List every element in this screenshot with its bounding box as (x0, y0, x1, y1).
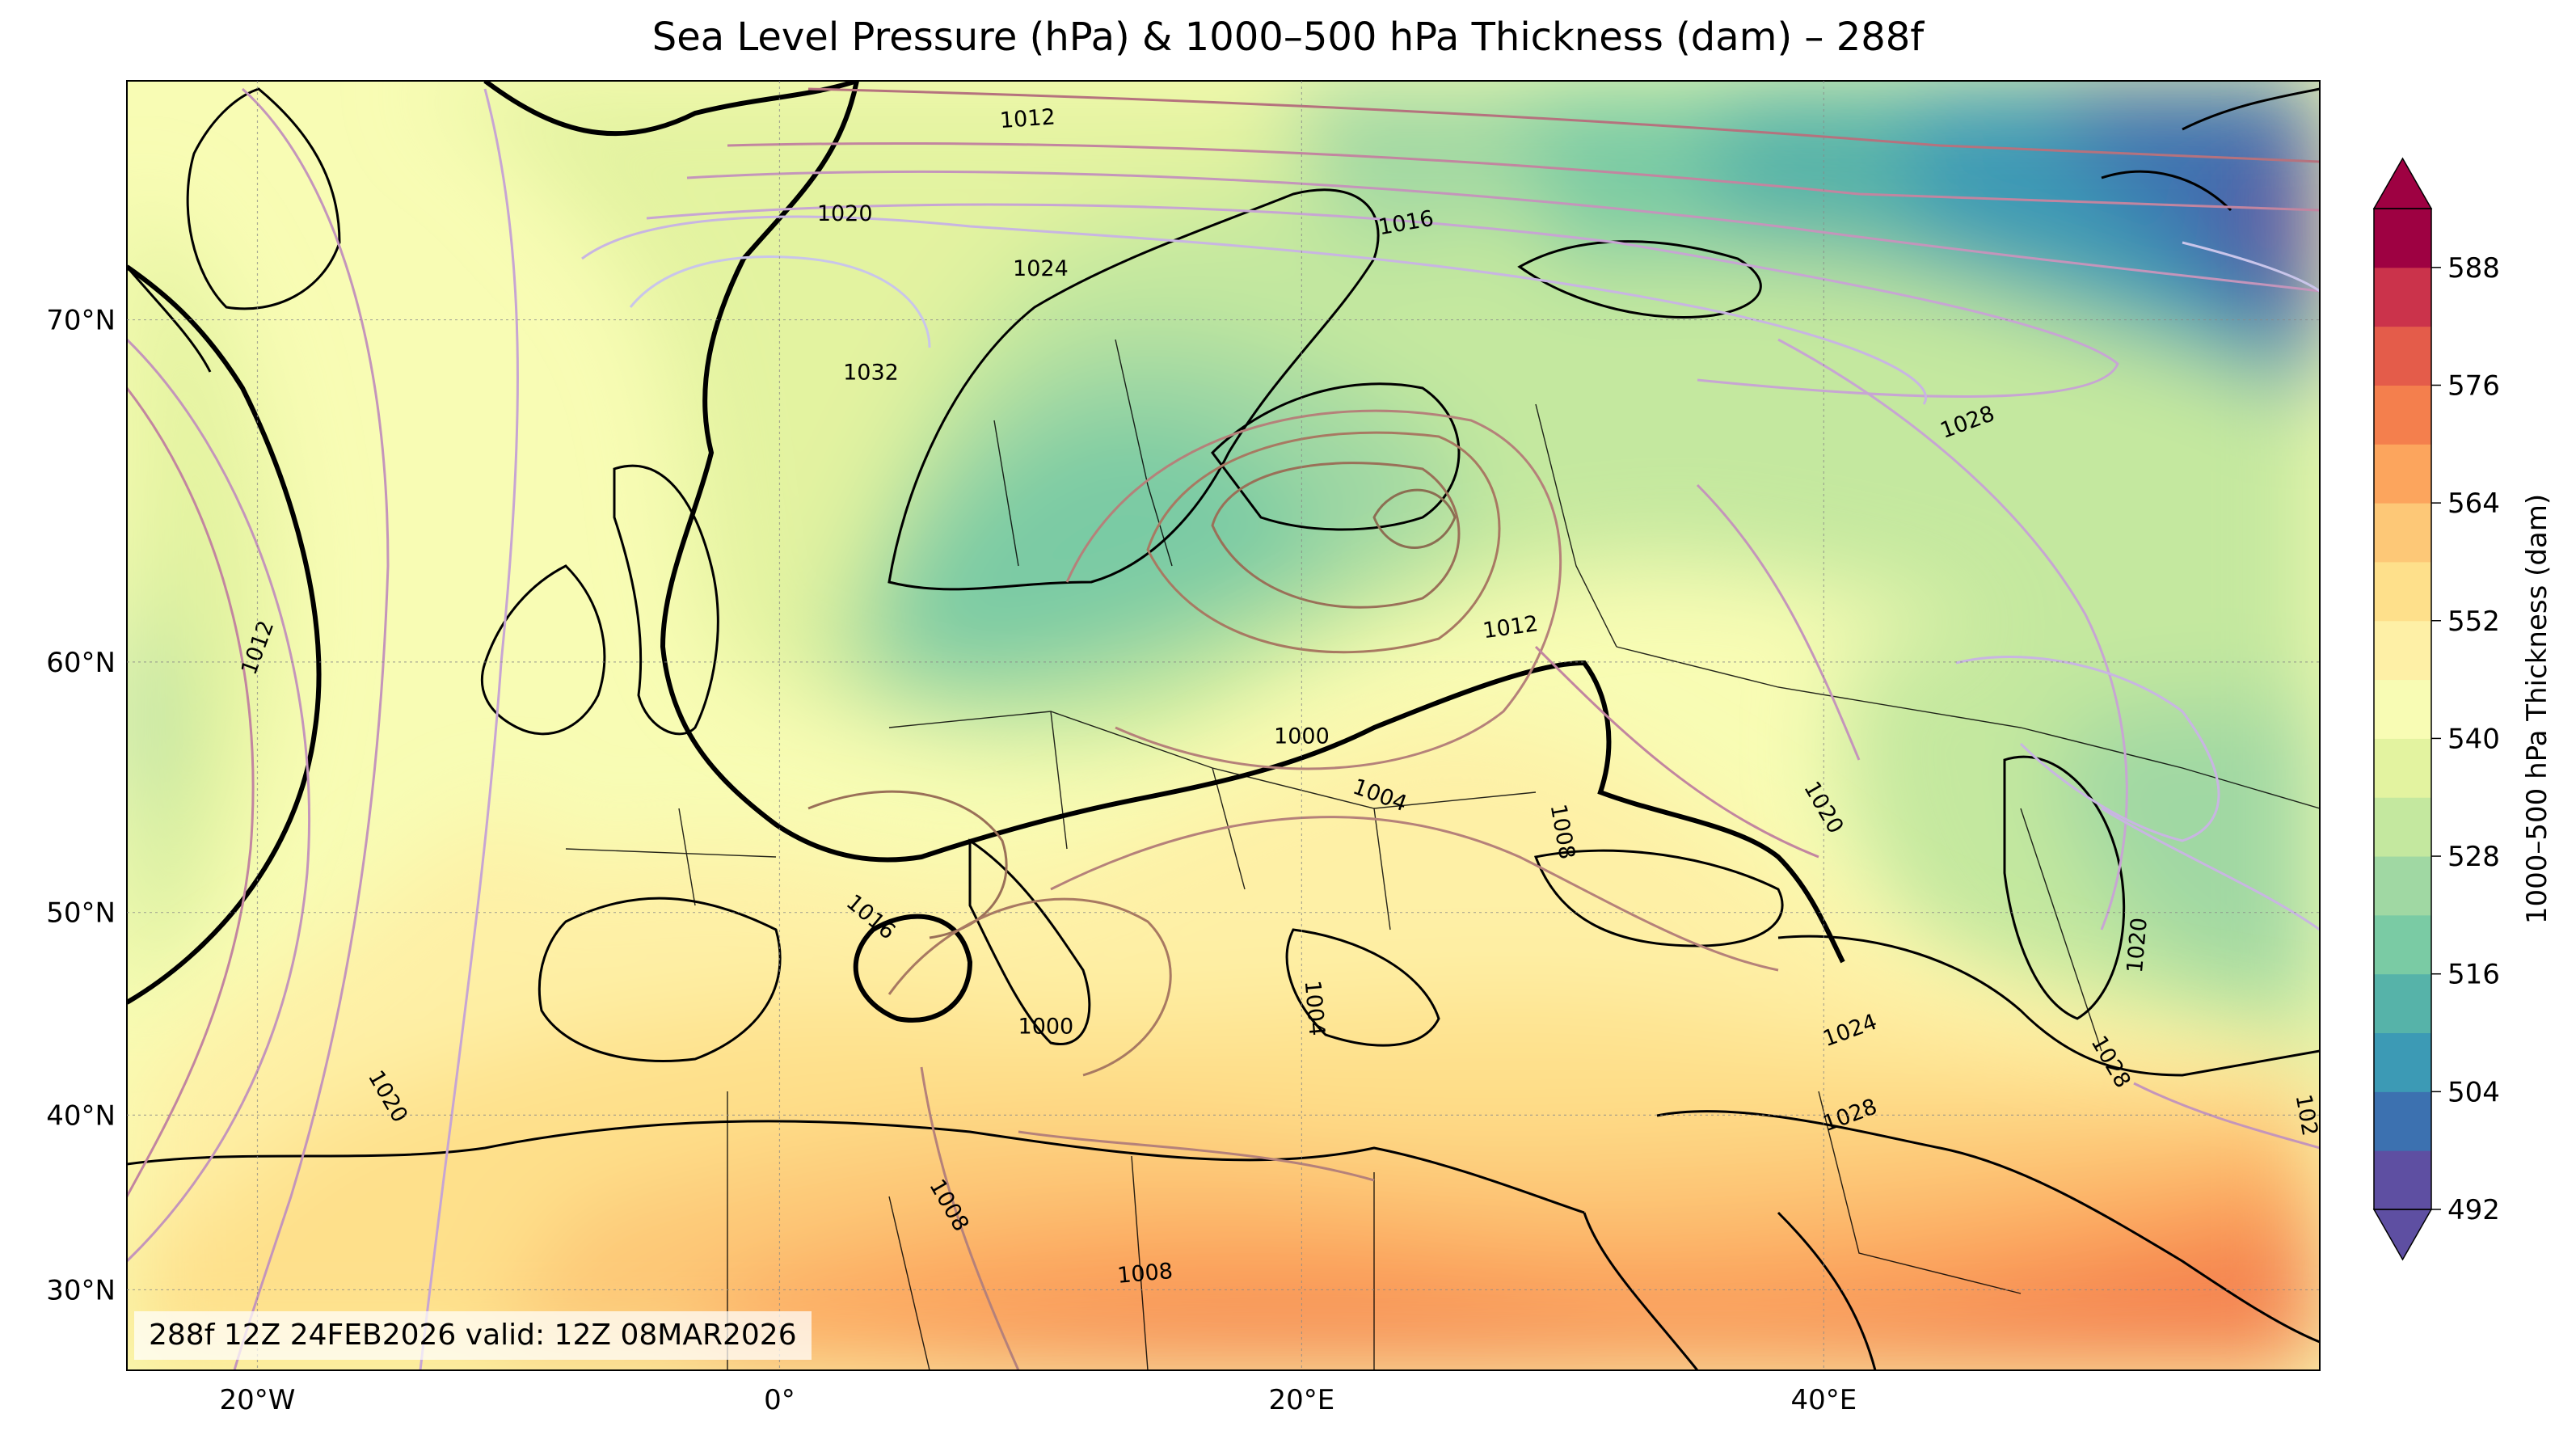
isobar-label-text: 1020 (2123, 917, 2152, 974)
lon-tick-label: 20°E (1269, 1384, 1335, 1416)
isobar-label-text: 1004 (1300, 979, 1330, 1036)
colorbar-over-arrow (2372, 157, 2433, 209)
colorbar-bin (2374, 679, 2431, 739)
colorbar-tick-label: 588 (2447, 252, 2500, 285)
lon-tick-label: 40°E (1790, 1384, 1857, 1416)
lat-tick-label: 30°N (46, 1274, 116, 1306)
colorbar-label: 1000–500 hPa Thickness (dam) (2521, 494, 2553, 924)
colorbar-bin (2374, 738, 2431, 798)
lon-tick-label: 0° (764, 1384, 795, 1416)
axis-labels: 30°N 40°N 50°N 60°N 70°N 20°W 0° 20°E 40°E (46, 305, 1857, 1416)
lat-tick-label: 40°N (46, 1099, 116, 1132)
map-title: Sea Level Pressure (hPa) & 1000–500 hPa … (651, 15, 1925, 60)
colorbar-bin (2374, 1032, 2431, 1092)
lon-tick-label: 20°W (220, 1384, 296, 1416)
thickness-field (127, 81, 2320, 1370)
colorbar-bin (2374, 973, 2431, 1034)
isobar-label: 1008 (1116, 1259, 1174, 1289)
country-borders (565, 339, 2320, 1370)
colorbar-tick-label: 528 (2447, 841, 2500, 873)
colorbar-tick-label: 492 (2447, 1194, 2500, 1226)
colorbar-tick-label: 540 (2447, 723, 2500, 755)
isobar-label: 1020 (817, 201, 873, 226)
isobar-label-text: 1008 (1116, 1259, 1174, 1289)
colorbar-bin (2374, 326, 2431, 386)
colorbar-bin (2374, 797, 2431, 857)
colorbar-bin (2374, 620, 2431, 681)
map-frame (126, 80, 2321, 1371)
colorbar-bin (2374, 267, 2431, 327)
isobar-label: 1020 (2123, 917, 2152, 974)
lat-tick-label: 60°N (46, 647, 116, 679)
colorbar-bin (2374, 914, 2431, 975)
colorbar-under-arrow (2372, 1209, 2433, 1261)
isobar-label: 1000 (1018, 1014, 1074, 1039)
colorbar-frame (2373, 208, 2432, 1210)
colorbar-bin (2374, 209, 2431, 268)
isobar-label-text: 1032 (843, 361, 899, 386)
colorbar-bin (2374, 1091, 2431, 1151)
isobar-label-text: 1012 (999, 104, 1056, 133)
isobar-label: 1012 (999, 104, 1056, 133)
colorbar-bin (2374, 385, 2431, 445)
slp-isobars (127, 87, 2320, 1370)
colorbar-bin (2374, 503, 2431, 563)
isobar-label: 1004 (1300, 979, 1330, 1036)
colorbar-tick-label: 504 (2447, 1076, 2500, 1108)
isobar-label: 1024 (1013, 256, 1069, 281)
colorbar-bin (2374, 444, 2431, 504)
colorbar: 492 504 516 528 540 552 564 576 588 1000–500 hPa … (2372, 157, 2553, 1261)
isobar-label-text: 1020 (817, 201, 873, 226)
colorbar-tick-label: 564 (2447, 487, 2500, 520)
colorbar-tick-label: 576 (2447, 369, 2500, 402)
colorbar-bin (2374, 561, 2431, 622)
colorbar-bin (2374, 856, 2431, 916)
colorbar-tick-label: 552 (2447, 606, 2500, 638)
colorbar-bin (2374, 1150, 2431, 1210)
colorbar-tick-label: 516 (2447, 959, 2500, 991)
isobar-label: 1032 (843, 361, 899, 386)
isobar-label-text: 1000 (1018, 1014, 1074, 1039)
lat-tick-label: 50°N (46, 897, 116, 930)
thickness-540-contour (127, 81, 1845, 1023)
isobar-label-text: 1024 (1013, 256, 1069, 281)
valid-time-stamp: 288f 12Z 24FEB2026 valid: 12Z 08MAR2026 (134, 1311, 812, 1360)
lat-tick-label: 70°N (46, 305, 116, 337)
